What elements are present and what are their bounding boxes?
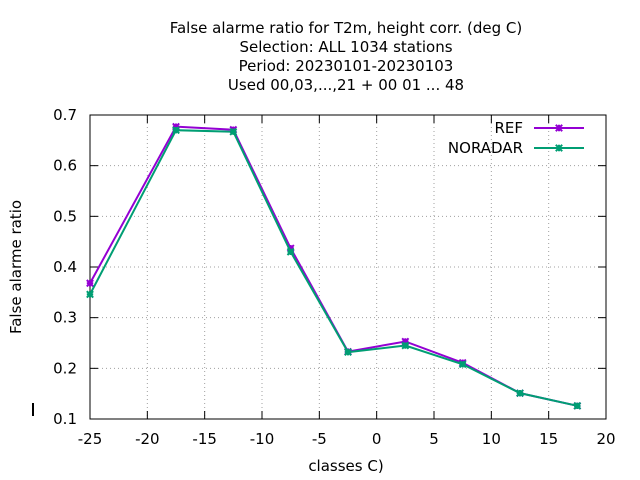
x-tick-label: -10 (250, 430, 275, 448)
data-point-core (556, 125, 562, 131)
y-tick-labels: 0.1 0.2 0.3 0.4 0.5 0.6 0.7 (53, 106, 77, 428)
data-point-core (345, 349, 351, 355)
series (86, 122, 582, 410)
title-line: Selection: ALL 1034 stations (239, 38, 452, 56)
x-tick-label: 5 (429, 430, 439, 448)
x-tick-label: -25 (78, 430, 103, 448)
x-tick-label: 15 (539, 430, 558, 448)
y-tick-label: 0.3 (53, 309, 77, 327)
x-tick-labels: -25 -20 -15 -10 -5 0 5 10 15 20 (78, 430, 616, 448)
y-tick-label: 0.6 (53, 157, 77, 175)
y-tick-label: 0.5 (53, 207, 77, 225)
data-point-core (517, 390, 523, 396)
title-line: Used 00,03,...,21 + 00 01 ... 48 (228, 76, 464, 94)
data-point-core (460, 362, 465, 367)
x-tick-label: -5 (312, 430, 327, 448)
data-point-core (403, 343, 408, 348)
grid (90, 115, 606, 419)
data-point-core (231, 129, 236, 134)
data-point-core (403, 339, 408, 344)
data-point-core (575, 403, 580, 409)
plot-border (89, 114, 607, 420)
series-line (89, 125, 578, 407)
x-tick-label: 20 (596, 430, 615, 448)
x-tick-label: -15 (192, 430, 217, 448)
axis-ticks (89, 114, 607, 420)
y-tick-label: 0.4 (53, 258, 77, 276)
chart-title: False alarme ratio for T2m, height corr.… (170, 19, 523, 94)
series-ref (86, 122, 582, 410)
y-tick-label: 0.2 (53, 359, 77, 377)
data-point-core (556, 145, 562, 151)
data-point-core (173, 128, 179, 133)
y-axis-label: False alarme ratio (7, 200, 25, 334)
legend-label: REF (494, 119, 523, 137)
legend-label: NORADAR (448, 139, 523, 157)
data-point-core (87, 281, 93, 286)
x-tick-label: 0 (372, 430, 382, 448)
title-line: False alarme ratio for T2m, height corr.… (170, 19, 523, 37)
y-tick-label: 0.1 (53, 410, 77, 428)
title-line: Period: 20230101-20230103 (239, 57, 454, 75)
x-tick-label: 10 (482, 430, 501, 448)
data-point-core (87, 292, 93, 297)
x-tick-label: -20 (135, 430, 160, 448)
series-noradar (86, 126, 582, 410)
y-tick-label: 0.7 (53, 106, 77, 124)
legend: REF NORADAR (448, 119, 584, 157)
data-point-core (288, 249, 293, 254)
x-axis-label: classes C) (308, 457, 383, 475)
series-line (89, 129, 578, 407)
